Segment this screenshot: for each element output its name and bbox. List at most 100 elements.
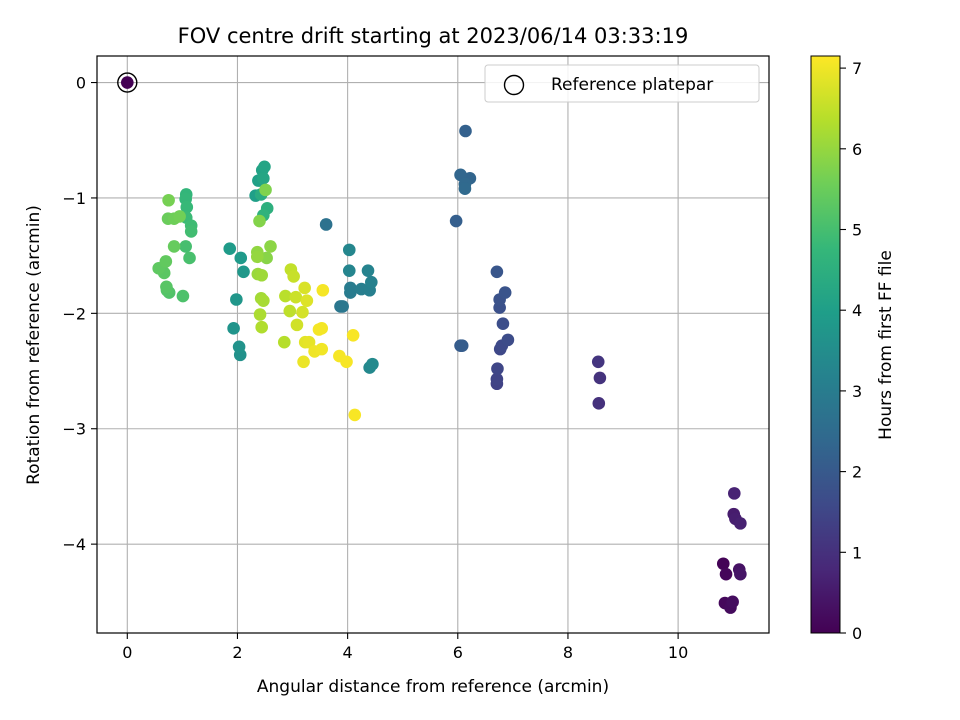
data-point xyxy=(237,265,250,279)
data-point xyxy=(315,342,329,356)
data-point xyxy=(455,339,469,352)
data-point xyxy=(173,210,186,223)
data-point xyxy=(277,335,291,349)
data-point xyxy=(501,333,515,347)
data-point xyxy=(300,294,314,307)
colorbar-tick-label: 4 xyxy=(852,301,862,320)
data-point xyxy=(296,305,309,319)
data-point xyxy=(298,281,311,295)
data-point xyxy=(183,251,196,265)
plot-frame xyxy=(96,55,770,634)
x-tick-label: 10 xyxy=(668,643,688,662)
data-point xyxy=(496,317,510,331)
data-point xyxy=(348,408,362,422)
data-point xyxy=(458,182,472,196)
reference-ring xyxy=(117,72,138,93)
data-point xyxy=(159,255,173,268)
data-point xyxy=(259,183,272,197)
colorbar-tick-label: 3 xyxy=(852,382,862,401)
legend-entry: Reference platepar xyxy=(551,75,713,95)
data-point xyxy=(302,335,316,349)
data-point xyxy=(162,193,175,207)
y-tick-label: −4 xyxy=(62,535,86,554)
x-tick-label: 4 xyxy=(343,643,353,662)
data-point xyxy=(490,265,504,279)
data-point xyxy=(342,264,356,277)
data-point xyxy=(316,283,330,297)
data-point xyxy=(230,293,243,306)
data-point xyxy=(346,328,360,342)
x-tick-label: 2 xyxy=(232,643,242,662)
data-point xyxy=(176,289,190,303)
colorbar-tick-label: 6 xyxy=(852,140,862,159)
data-point xyxy=(223,242,237,256)
x-tick-label: 8 xyxy=(563,643,573,662)
data-point xyxy=(342,243,356,257)
x-axis: 0 2 4 6 8 10 xyxy=(122,633,688,662)
data-point xyxy=(366,357,379,371)
data-point xyxy=(234,251,248,265)
legend-marker-icon xyxy=(503,74,525,96)
data-point xyxy=(491,362,504,376)
data-point xyxy=(297,355,310,369)
data-point xyxy=(289,290,303,304)
colorbar-tick-label: 0 xyxy=(852,624,862,643)
data-point xyxy=(290,318,304,332)
data-point xyxy=(255,320,268,334)
data-point xyxy=(365,275,378,289)
data-point xyxy=(253,308,267,321)
data-point xyxy=(257,294,270,307)
legend-box xyxy=(484,64,760,103)
colorbar-tick-label: 1 xyxy=(852,543,862,562)
data-point xyxy=(727,487,741,500)
y-tick-label: −1 xyxy=(62,189,86,208)
data-point xyxy=(490,372,504,386)
data-point xyxy=(459,124,472,138)
data-point xyxy=(250,250,264,264)
data-point xyxy=(167,240,181,253)
data-point xyxy=(260,251,273,265)
data-point xyxy=(344,281,357,295)
data-point xyxy=(227,322,240,335)
data-point xyxy=(498,286,512,299)
data-point xyxy=(734,517,747,530)
data-point xyxy=(287,270,300,283)
y-axis-label: Rotation from reference (arcmin) xyxy=(24,205,44,485)
colorbar-label: Hours from first FF file xyxy=(876,250,896,440)
data-point xyxy=(592,397,606,410)
data-point xyxy=(734,567,747,581)
data-point xyxy=(340,355,353,369)
colorbar-tick-label: 2 xyxy=(852,463,862,482)
data-point xyxy=(726,595,739,609)
colorbar-tick-label: 7 xyxy=(852,59,862,78)
data-point xyxy=(264,240,277,253)
points-layer xyxy=(152,124,747,614)
data-point xyxy=(232,340,246,354)
data-point xyxy=(257,172,270,185)
data-point xyxy=(160,280,173,294)
chart-title: FOV centre drift starting at 2023/06/14 … xyxy=(178,24,689,48)
y-axis: 0 −1 −2 −3 −4 xyxy=(62,74,97,554)
reference-point xyxy=(120,76,134,89)
x-tick-label: 6 xyxy=(453,643,463,662)
data-point xyxy=(336,300,349,313)
data-point xyxy=(180,200,194,214)
data-point xyxy=(312,323,326,336)
data-point xyxy=(283,304,297,318)
data-point xyxy=(719,567,733,581)
colorbar: 0 1 2 3 4 5 6 7 Hours from first FF file xyxy=(810,55,896,643)
data-point xyxy=(591,355,605,369)
y-tick-label: −3 xyxy=(62,420,86,439)
colorbar-ticks: 0 1 2 3 4 5 6 7 xyxy=(840,59,862,643)
data-point xyxy=(319,218,333,231)
reference-marker xyxy=(117,72,138,93)
data-point xyxy=(279,289,292,303)
x-axis-label: Angular distance from reference (arcmin) xyxy=(257,677,609,697)
data-point xyxy=(593,371,607,385)
data-point xyxy=(258,160,271,174)
data-point xyxy=(184,225,198,238)
y-tick-label: 0 xyxy=(76,74,86,93)
y-tick-label: −2 xyxy=(62,304,86,323)
data-point xyxy=(179,240,192,253)
